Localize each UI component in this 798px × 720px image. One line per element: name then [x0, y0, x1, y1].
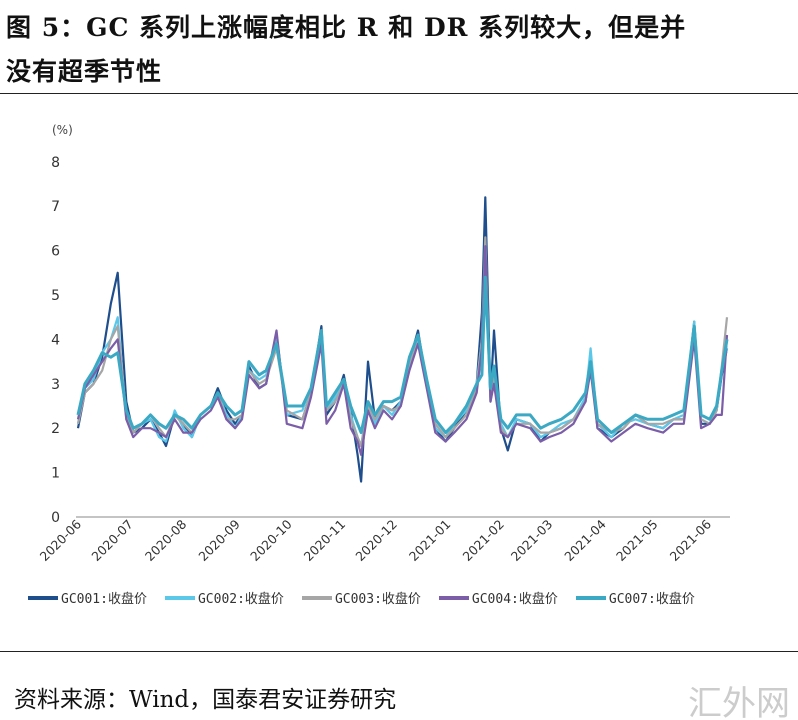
- x-tick-label: 2021-06: [667, 516, 715, 564]
- x-tick-label: 2020-06: [37, 516, 85, 564]
- series-line-gc001: [76, 196, 729, 483]
- legend-label: GC004:收盘价: [471, 592, 558, 607]
- source-note: 资料来源：Wind，国泰君安证券研究: [14, 687, 397, 713]
- legend-label: GC007:收盘价: [608, 592, 695, 607]
- x-tick-label: 2020-09: [195, 516, 243, 564]
- y-tick-label: 2: [51, 421, 60, 437]
- legend-swatch: [28, 595, 58, 600]
- legend-item: GC002:收盘价: [164, 588, 284, 607]
- x-tick-label: 2021-03: [508, 517, 556, 565]
- y-tick-label: 8: [51, 155, 60, 171]
- legend-label: GC003:收盘价: [334, 592, 421, 607]
- x-tick-label: 2020-10: [247, 516, 295, 564]
- legend-label: GC002:收盘价: [197, 592, 284, 607]
- y-tick-label: 1: [51, 466, 60, 482]
- legend-swatch: [438, 595, 469, 600]
- x-tick-label: 2020-11: [301, 517, 349, 565]
- y-tick-label: 3: [51, 377, 60, 393]
- y-tick-label: 4: [51, 332, 60, 348]
- legend-swatch: [575, 595, 606, 600]
- legend-swatch: [164, 595, 195, 600]
- y-tick-label: 0: [51, 510, 60, 526]
- x-tick-label: 2021-04: [561, 516, 609, 564]
- legend-item: GC007:收盘价: [575, 588, 695, 607]
- series-line-gc007: [76, 275, 729, 435]
- figure-title-line2: 没有超季节性: [6, 57, 163, 86]
- series-line-gc003: [76, 236, 729, 448]
- y-axis-label: (%): [52, 123, 73, 137]
- y-tick-label: 7: [51, 199, 60, 215]
- x-tick-label: 2021-02: [459, 517, 507, 565]
- y-tick-label: 5: [51, 288, 60, 304]
- x-tick-label: 2021-05: [613, 517, 661, 565]
- series-line-gc004: [76, 245, 729, 456]
- watermark-logo: 汇外网: [688, 684, 790, 720]
- legend-swatch: [301, 595, 332, 600]
- x-tick-label: 2020-08: [142, 516, 190, 564]
- x-tick-label: 2021-01: [406, 517, 454, 565]
- source-divider: [0, 651, 798, 652]
- legend-item: GC003:收盘价: [301, 588, 421, 607]
- x-tick-label: 2020-07: [88, 517, 136, 565]
- figure-title-line1: 图 5：GC 系列上涨幅度相比 R 和 DR 系列较大，但是并: [6, 13, 687, 42]
- x-tick-label: 2020-12: [352, 517, 400, 565]
- title-divider: [0, 93, 798, 94]
- y-tick-label: 6: [51, 244, 60, 260]
- legend-item: GC004:收盘价: [438, 588, 558, 607]
- legend: GC001:收盘价 GC002:收盘价 GC003:收盘价 GC004:收盘价 GC00…: [28, 588, 695, 607]
- legend-item: GC001:收盘价: [28, 588, 147, 607]
- legend-label: GC001:收盘价: [61, 592, 147, 607]
